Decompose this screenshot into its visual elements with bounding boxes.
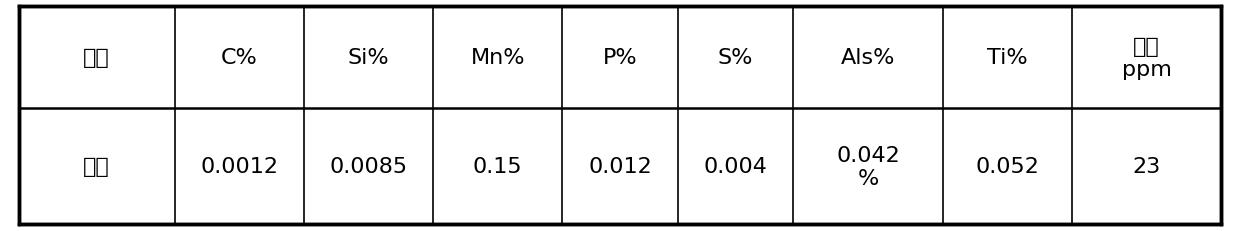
Text: 23: 23 [1132, 157, 1161, 176]
Text: 含量: 含量 [83, 157, 110, 176]
Text: Als%: Als% [841, 48, 895, 68]
Text: Mn%: Mn% [470, 48, 525, 68]
Text: 0.0085: 0.0085 [330, 157, 408, 176]
Text: 全氧
ppm: 全氧 ppm [1122, 36, 1172, 79]
Text: P%: P% [603, 48, 637, 68]
Text: 0.042
%: 0.042 % [836, 145, 900, 188]
Text: Si%: Si% [347, 48, 389, 68]
Text: S%: S% [718, 48, 753, 68]
Text: 0.0012: 0.0012 [201, 157, 279, 176]
Text: 0.15: 0.15 [472, 157, 522, 176]
Text: 0.004: 0.004 [703, 157, 768, 176]
Text: C%: C% [221, 48, 258, 68]
Text: Ti%: Ti% [987, 48, 1028, 68]
Text: 元素: 元素 [83, 48, 110, 68]
Text: 0.012: 0.012 [588, 157, 652, 176]
Text: 0.052: 0.052 [976, 157, 1039, 176]
